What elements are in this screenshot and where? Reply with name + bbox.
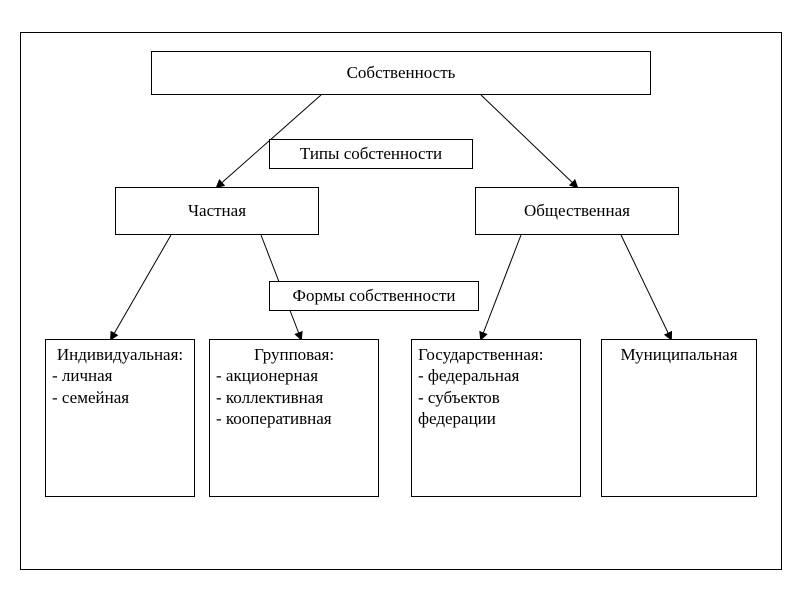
node-individual-title: Индивидуальная: (52, 344, 188, 365)
node-municipal-title: Муниципальная (608, 344, 750, 365)
node-root: Собственность (151, 51, 651, 95)
node-state-items: - федеральная- субъектов федерации (418, 365, 574, 429)
node-state-title: Государственная: (418, 344, 574, 365)
label-forms: Формы собственности (269, 281, 479, 311)
node-group-items: - акционерная- коллективная- кооперативн… (216, 365, 372, 429)
node-public: Общественная (475, 187, 679, 235)
node-private-label: Частная (188, 200, 246, 221)
label-types-text: Типы собстенности (300, 144, 442, 164)
node-root-label: Собственность (347, 62, 456, 83)
label-types: Типы собстенности (269, 139, 473, 169)
node-state: Государственная: - федеральная- субъекто… (411, 339, 581, 497)
node-public-label: Общественная (524, 200, 630, 221)
diagram-frame: Собственность Типы собстенности Частная … (20, 32, 782, 570)
node-group: Групповая: - акционерная- коллективная- … (209, 339, 379, 497)
node-individual: Индивидуальная: - личная- семейная (45, 339, 195, 497)
label-forms-text: Формы собственности (293, 286, 456, 306)
node-private: Частная (115, 187, 319, 235)
node-municipal: Муниципальная (601, 339, 757, 497)
node-group-title: Групповая: (216, 344, 372, 365)
node-individual-items: - личная- семейная (52, 365, 188, 408)
